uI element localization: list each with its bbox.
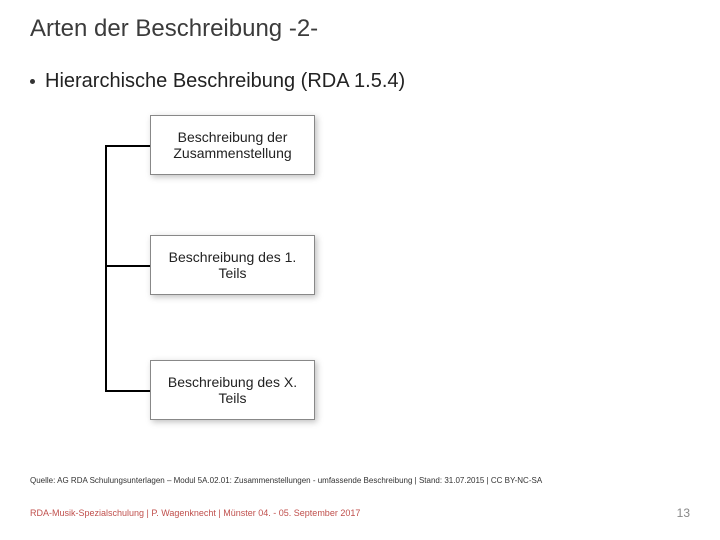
page-number: 13 [677,506,690,520]
diagram-box-part1: Beschreibung des 1. Teils [150,235,315,295]
bullet-dot-icon [30,79,35,84]
slide-title: Arten der Beschreibung -2- [30,15,318,43]
connector-h1 [105,145,150,147]
diagram-box-compilation: Beschreibung der Zusammenstellung [150,115,315,175]
connector-h2 [105,265,150,267]
connector-vertical [105,145,107,390]
diagram-box-partx: Beschreibung des X. Teils [150,360,315,420]
bullet-item: Hierarchische Beschreibung (RDA 1.5.4) [30,70,405,93]
bullet-text: Hierarchische Beschreibung (RDA 1.5.4) [45,70,405,93]
connector-h3 [105,390,150,392]
hierarchy-diagram: Beschreibung der Zusammenstellung Beschr… [85,115,345,435]
source-citation: Quelle: AG RDA Schulungsunterlagen – Mod… [30,476,542,485]
footer-text: RDA-Musik-Spezialschulung | P. Wagenknec… [30,508,360,518]
